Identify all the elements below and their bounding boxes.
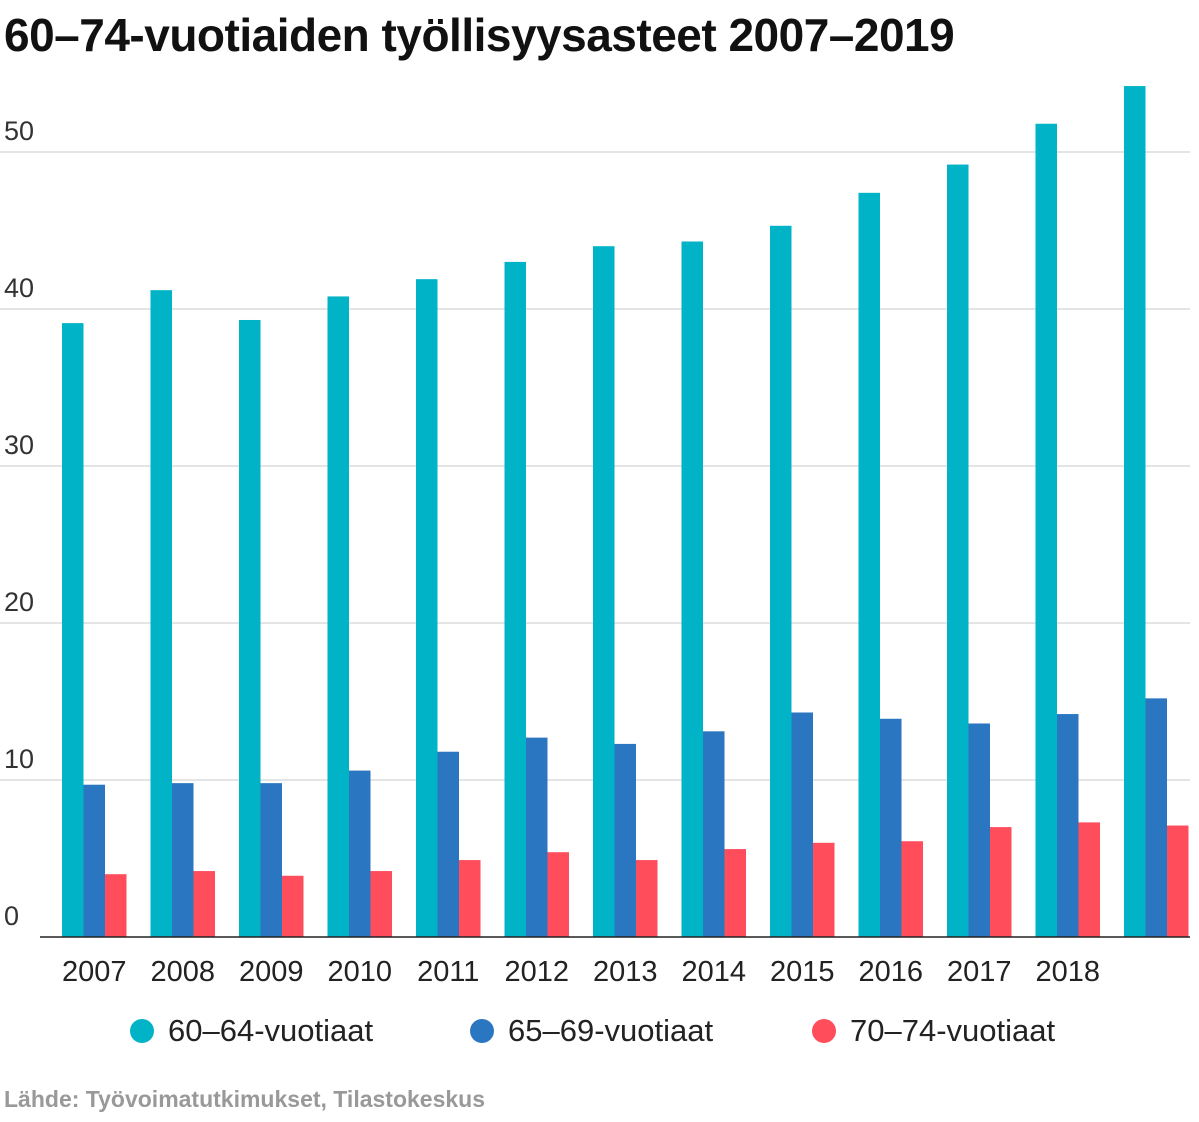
y-tick-label: 40	[4, 273, 34, 303]
bar-2011-series-1	[437, 751, 459, 937]
bar-chart: 0 10 20 30 40 50 2007 2008 2009 2010 2011 2012 2013 2…	[0, 86, 1190, 988]
x-tick-label: 2011	[417, 956, 479, 988]
x-tick-label: 2009	[239, 956, 304, 988]
bar-2007-series-1	[83, 784, 105, 937]
y-tick-label: 10	[4, 744, 34, 774]
x-tick-label: 2012	[504, 956, 569, 988]
bar-2007-series-0	[62, 323, 84, 937]
bar-last-series-1	[1145, 698, 1167, 937]
bar-last-series-0	[1124, 86, 1146, 937]
bar-2018-series-1	[1057, 714, 1079, 937]
bar-2009-series-2	[282, 875, 304, 937]
x-tick-label: 2018	[1035, 956, 1100, 988]
x-tick-label: 2013	[593, 956, 658, 988]
bar-2016-series-0	[858, 192, 880, 937]
bar-2017-series-1	[968, 723, 990, 937]
legend-item-70-74: 70–74-vuotiaat	[812, 1013, 1055, 1049]
bar-2012-series-2	[547, 852, 569, 937]
bar-2014-series-2	[724, 849, 746, 937]
x-tick-label: 2008	[150, 956, 215, 988]
bar-2015-series-0	[770, 225, 792, 938]
legend-item-65-69: 65–69-vuotiaat	[470, 1013, 713, 1049]
bar-2011-series-0	[416, 279, 438, 937]
bar-2017-series-2	[990, 827, 1012, 937]
bar-2014-series-1	[703, 731, 725, 937]
bar-2015-series-2	[813, 842, 835, 937]
legend-dot-icon	[470, 1019, 494, 1043]
legend-label-65-69: 65–69-vuotiaat	[508, 1013, 714, 1048]
legend-label-70-74: 70–74-vuotiaat	[850, 1013, 1056, 1048]
x-tick-label: 2015	[770, 956, 835, 988]
bar-2008-series-2	[193, 871, 215, 937]
x-tick-label: 2007	[62, 956, 127, 988]
x-tick-label: 2017	[947, 956, 1012, 988]
bar-2018-series-0	[1035, 123, 1057, 938]
bar-2015-series-1	[791, 712, 813, 937]
legend-dot-icon	[130, 1019, 154, 1043]
y-tick-label: 30	[4, 430, 34, 460]
bar-2007-series-2	[105, 874, 127, 937]
bar-last-series-2	[1167, 825, 1189, 937]
bar-2010-series-2	[370, 871, 392, 937]
bar-2014-series-0	[681, 241, 703, 938]
bar-2009-series-0	[239, 319, 261, 937]
bar-2017-series-0	[947, 164, 969, 937]
legend-item-60-64: 60–64-vuotiaat	[130, 1013, 373, 1049]
bar-2008-series-0	[150, 290, 172, 937]
x-tick-label: 2010	[327, 956, 392, 988]
x-tick-label: 2016	[858, 956, 923, 988]
bar-2013-series-0	[593, 246, 615, 937]
legend-dot-icon	[812, 1019, 836, 1043]
bar-2016-series-1	[880, 718, 902, 937]
bar-2008-series-1	[172, 783, 194, 937]
bar-2009-series-1	[260, 783, 282, 937]
bar-2013-series-2	[636, 860, 658, 937]
bar-2011-series-2	[459, 860, 481, 937]
x-tick-label: 2014	[681, 956, 746, 988]
y-tick-label: 20	[4, 587, 34, 617]
bar-2012-series-0	[504, 261, 526, 937]
bar-2018-series-2	[1078, 822, 1100, 937]
bar-2013-series-1	[614, 743, 636, 937]
y-tick-label: 50	[4, 116, 34, 146]
legend: 60–64-vuotiaat 65–69-vuotiaat 70–74-vuot…	[0, 1013, 1199, 1053]
legend-label-60-64: 60–64-vuotiaat	[168, 1013, 374, 1048]
bar-2012-series-1	[526, 737, 548, 937]
chart-title: 60–74-vuotiaiden työllisyysasteet 2007–2…	[4, 9, 955, 61]
bar-2010-series-0	[327, 296, 349, 937]
source-note: Lähde: Työvoimatutkimukset, Tilastokesku…	[4, 1086, 486, 1112]
bar-2010-series-1	[349, 770, 371, 937]
bar-2016-series-2	[901, 841, 923, 937]
y-tick-label: 0	[4, 901, 19, 931]
